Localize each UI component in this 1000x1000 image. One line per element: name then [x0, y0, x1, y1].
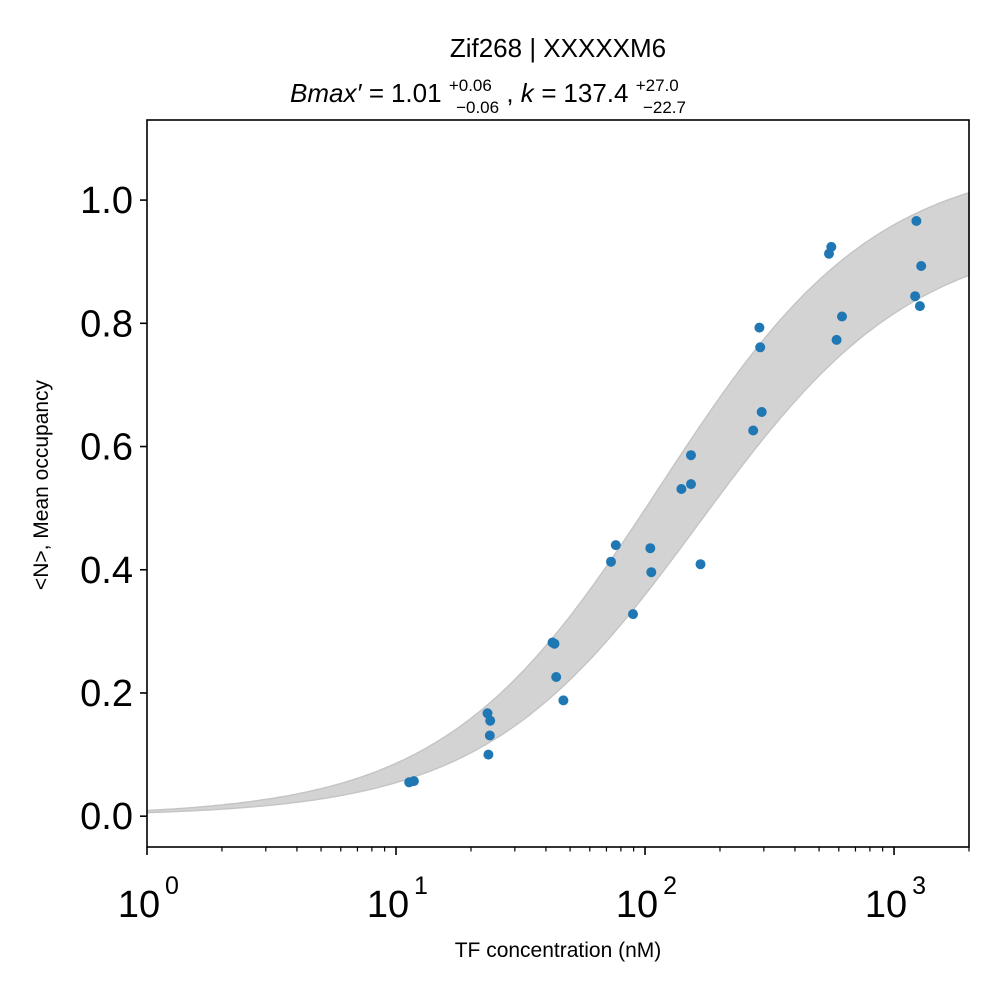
data-point — [549, 638, 560, 649]
data-point — [408, 776, 419, 787]
data-point — [646, 567, 657, 578]
data-point — [914, 301, 925, 312]
data-point — [676, 484, 687, 494]
y-axis-label: <N>, Mean occupancy — [30, 379, 53, 590]
subtitle-k-label: k = — [521, 78, 564, 108]
subtitle-k-minus: −22.7 — [643, 98, 686, 117]
x-tick-exponent: 2 — [663, 872, 677, 900]
data-point — [748, 425, 759, 436]
data-point — [837, 311, 847, 322]
data-point — [551, 672, 562, 682]
data-point — [645, 543, 656, 554]
chart-title: Zif268 | XXXXXM6 — [450, 33, 666, 63]
subtitle-k-plus: +27.0 — [636, 76, 679, 95]
data-points — [404, 216, 927, 788]
x-tick-exponent: 3 — [912, 872, 926, 900]
data-point — [916, 261, 927, 271]
y-tick-label: 0.4 — [80, 550, 133, 592]
y-tick-label: 0.8 — [80, 303, 133, 345]
data-point — [628, 609, 638, 620]
x-axis-label: TF concentration (nM) — [455, 939, 662, 962]
data-point — [558, 695, 569, 706]
subtitle-bmax-label: Bmax′ = — [290, 78, 391, 108]
subtitle-bmax-minus: −0.06 — [456, 98, 499, 117]
data-point — [483, 749, 494, 760]
plot-frame — [146, 119, 970, 848]
data-point — [831, 334, 842, 345]
x-tick-label: 10 — [367, 884, 409, 926]
y-tick-label: 0.6 — [80, 427, 133, 469]
x-tick-label: 10 — [616, 884, 658, 926]
subtitle-bmax-plus: +0.06 — [449, 76, 492, 95]
chart-subtitle: Bmax′ = 1.01 +0.06 −0.06 , k = 137.4 +27… — [290, 67, 686, 119]
data-point — [484, 730, 495, 741]
subtitle-separator: , — [506, 78, 520, 108]
x-tick-label: 10 — [118, 884, 160, 926]
x-tick-exponent: 0 — [165, 872, 179, 900]
data-point — [610, 540, 621, 551]
y-tick-label: 1.0 — [80, 180, 133, 222]
data-point — [686, 479, 696, 490]
data-point — [826, 241, 837, 252]
subtitle-bmax-value: 1.01 — [391, 78, 442, 108]
x-tick-label: 10 — [865, 884, 907, 926]
data-point — [911, 216, 922, 226]
data-point — [606, 556, 616, 567]
data-point — [686, 450, 696, 461]
y-tick-label: 0.0 — [80, 796, 133, 838]
axis-ticks: 0.00.20.40.60.81.010 0 10 1 10 2 10 3 — [80, 180, 970, 926]
data-point — [695, 559, 706, 570]
data-point — [756, 407, 767, 417]
data-point — [755, 342, 766, 353]
data-point — [754, 322, 765, 333]
subtitle-k-value: 137.4 — [563, 78, 628, 108]
data-point — [910, 291, 921, 302]
y-tick-label: 0.2 — [80, 673, 133, 715]
data-point — [485, 715, 496, 726]
x-tick-exponent: 1 — [414, 872, 428, 900]
